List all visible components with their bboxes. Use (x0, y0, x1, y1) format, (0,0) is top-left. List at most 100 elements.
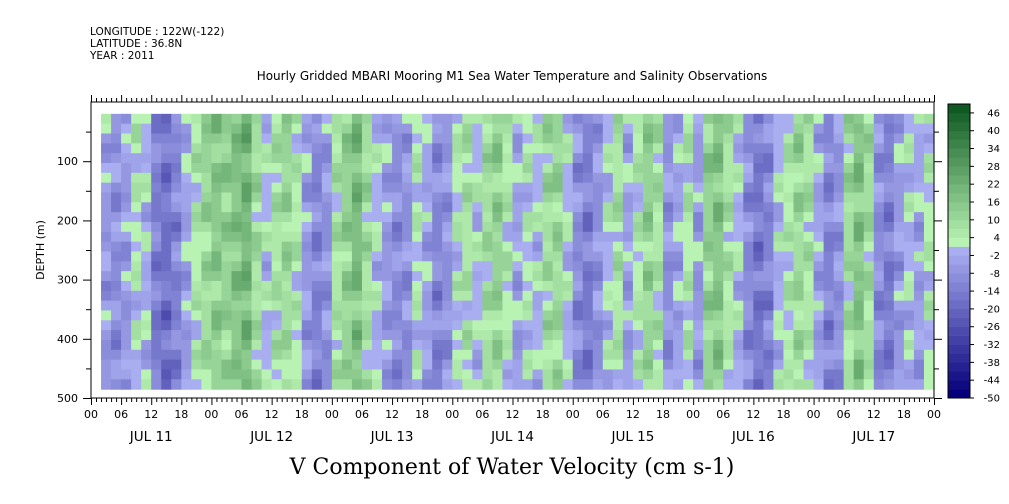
heatmap-cell (793, 320, 805, 331)
heatmap-cell (351, 241, 363, 253)
heatmap-cell (281, 369, 293, 380)
heatmap-cell (923, 241, 935, 253)
heatmap-cell (422, 123, 433, 135)
heatmap-cell (913, 212, 925, 223)
heatmap-cell (211, 133, 223, 144)
x-tick-label: 06 (475, 408, 489, 421)
heatmap-cell (442, 202, 453, 213)
heatmap-cell (372, 241, 383, 253)
heatmap-cell (482, 192, 494, 203)
heatmap-cell (693, 261, 704, 272)
heatmap-cell (422, 231, 433, 243)
heatmap-cell (291, 379, 303, 390)
colorbar-band (948, 282, 970, 292)
heatmap-cell (923, 320, 935, 331)
heatmap-cell (482, 182, 494, 194)
heatmap-cell (602, 330, 614, 341)
heatmap-cell (562, 133, 574, 144)
heatmap-cell (592, 123, 604, 135)
heatmap-cell (171, 349, 182, 361)
colorbar-band (948, 326, 970, 336)
heatmap-cell (542, 280, 554, 292)
heatmap-cell (382, 379, 393, 390)
heatmap-cell (602, 123, 614, 135)
heatmap-cell (221, 123, 233, 135)
heatmap-cell (913, 192, 925, 203)
heatmap-cell (863, 133, 875, 144)
heatmap-cell (462, 231, 473, 243)
heatmap-cell (783, 349, 795, 361)
heatmap-cell (622, 143, 634, 154)
heatmap-cell (673, 310, 684, 321)
heatmap-cell (442, 359, 453, 371)
heatmap-cell (673, 379, 684, 390)
heatmap-cell (562, 113, 574, 125)
heatmap-cell (251, 123, 263, 135)
colorbar-label: -32 (984, 340, 1000, 351)
heatmap-cell (552, 202, 564, 213)
heatmap-cell (351, 339, 363, 351)
heatmap-cell (341, 310, 353, 321)
heatmap-cell (823, 369, 835, 380)
heatmap-cell (281, 182, 293, 194)
heatmap-cell (813, 280, 825, 292)
heatmap-cell (683, 320, 694, 331)
heatmap-cell (713, 123, 724, 135)
heatmap-cell (823, 192, 835, 203)
heatmap-cell (221, 310, 233, 321)
heatmap-cell (763, 123, 775, 135)
x-tick-label: 00 (686, 408, 700, 421)
heatmap-cell (121, 172, 132, 184)
heatmap-cell (863, 153, 875, 164)
heatmap-cell (221, 379, 233, 390)
heatmap-cell (402, 369, 413, 380)
heatmap-cell (251, 359, 263, 371)
heatmap-cell (311, 172, 323, 184)
heatmap-cell (502, 123, 514, 135)
heatmap-cell (502, 212, 514, 223)
heatmap-cell (221, 300, 233, 312)
heatmap-cell (512, 133, 524, 144)
heatmap-cell (903, 172, 915, 184)
heatmap-cell (793, 330, 805, 341)
heatmap-cell (532, 261, 544, 272)
heatmap-cell (582, 261, 594, 272)
heatmap-cell (392, 300, 403, 312)
heatmap-cell (632, 153, 644, 164)
heatmap-cell (612, 290, 624, 302)
heatmap-cell (492, 330, 504, 341)
heatmap-cell (422, 163, 433, 174)
heatmap-cell (161, 192, 172, 203)
heatmap-cell (462, 349, 473, 361)
heatmap-cell (863, 339, 875, 351)
heatmap-cell (412, 172, 423, 184)
heatmap-cell (843, 231, 855, 243)
heatmap-cell (522, 310, 534, 321)
heatmap-cell (141, 241, 152, 253)
heatmap-cell (653, 379, 664, 390)
heatmap-cell (833, 339, 845, 351)
heatmap-cell (532, 359, 544, 371)
heatmap-cell (642, 280, 654, 292)
heatmap-cell (552, 172, 564, 184)
heatmap-cell (522, 172, 534, 184)
heatmap-cell (402, 123, 413, 135)
heatmap-cell (221, 241, 233, 253)
heatmap-cell (793, 123, 805, 135)
heatmap-cell (131, 153, 142, 164)
heatmap-cell (321, 290, 333, 302)
heatmap-cell (823, 182, 835, 194)
heatmap-cell (432, 241, 443, 253)
heatmap-cell (833, 320, 845, 331)
heatmap-cell (231, 192, 243, 203)
heatmap-cell (171, 133, 182, 144)
heatmap-cell (552, 379, 564, 390)
x-tick-label: 06 (114, 408, 128, 421)
heatmap-cell (743, 182, 754, 194)
heatmap-cell (211, 330, 223, 341)
heatmap-cell (221, 290, 233, 302)
heatmap-cell (131, 330, 142, 341)
heatmap-cell (341, 349, 353, 361)
heatmap-cell (723, 310, 734, 321)
heatmap-cell (663, 231, 674, 243)
